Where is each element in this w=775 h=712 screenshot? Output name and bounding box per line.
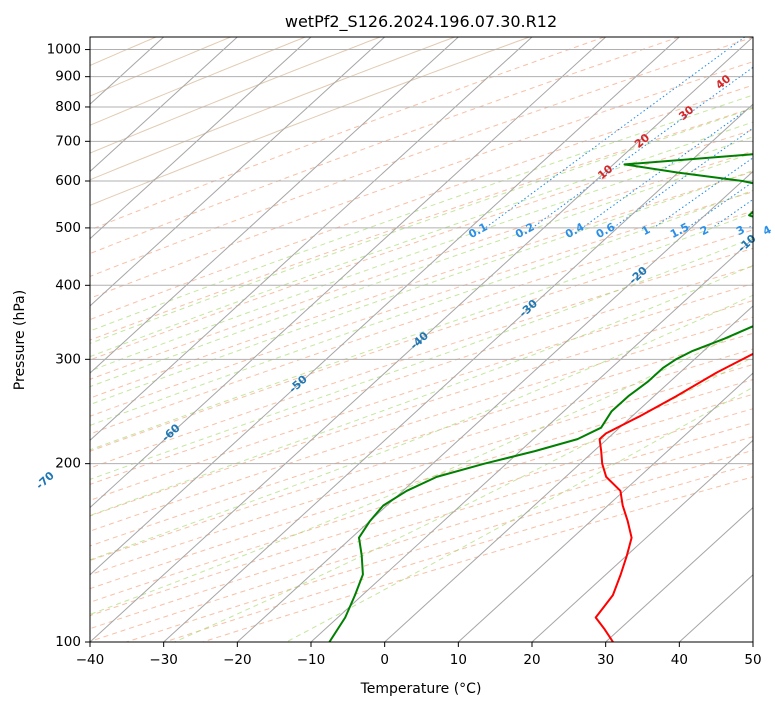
x-tick-label: 40 bbox=[671, 652, 688, 668]
x-tick-label: 20 bbox=[523, 652, 540, 668]
cold-adiabat-line bbox=[0, 37, 7, 642]
y-tick-label: 200 bbox=[55, 456, 81, 472]
x-tick-label: −20 bbox=[223, 652, 252, 668]
isotherm-label: -70 bbox=[33, 469, 57, 492]
y-tick-label: 400 bbox=[55, 277, 81, 293]
x-tick-label: 50 bbox=[744, 652, 761, 668]
x-tick-label: −10 bbox=[297, 652, 326, 668]
y-tick-label: 900 bbox=[55, 69, 81, 85]
x-tick-label: −30 bbox=[149, 652, 178, 668]
y-tick-label: 700 bbox=[55, 133, 81, 149]
x-tick-label: 0 bbox=[380, 652, 389, 668]
y-tick-label: 600 bbox=[55, 173, 81, 189]
x-tick-label: 10 bbox=[450, 652, 467, 668]
mixing-ratio-label: 4 bbox=[761, 223, 774, 238]
y-tick-label: 300 bbox=[55, 351, 81, 367]
isotherm-line bbox=[753, 37, 775, 642]
x-tick-label: 30 bbox=[597, 652, 614, 668]
x-tick-label: −40 bbox=[76, 652, 105, 668]
x-axis-label: Temperature (°C) bbox=[360, 681, 482, 697]
y-tick-label: 500 bbox=[55, 220, 81, 236]
y-tick-label: 800 bbox=[55, 99, 81, 115]
chart-title: wetPf2_S126.2024.196.07.30.R12 bbox=[285, 12, 557, 32]
y-axis-label: Pressure (hPa) bbox=[12, 290, 28, 390]
y-tick-label: 100 bbox=[55, 634, 81, 650]
y-tick-label: 1000 bbox=[47, 42, 81, 58]
